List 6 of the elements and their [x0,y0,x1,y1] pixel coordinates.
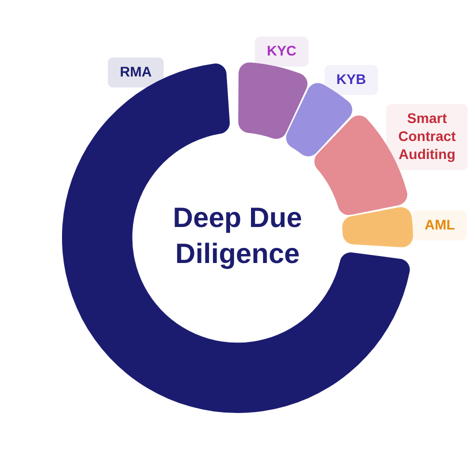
slice-label: KYC [266,42,296,58]
slice-label: Smart Contract Auditing [398,110,456,162]
slice-label: RMA [120,63,152,80]
text: Deep Due Diligence [172,202,302,270]
slice-label: AML [424,216,456,232]
slice-label: KYB [336,70,366,87]
